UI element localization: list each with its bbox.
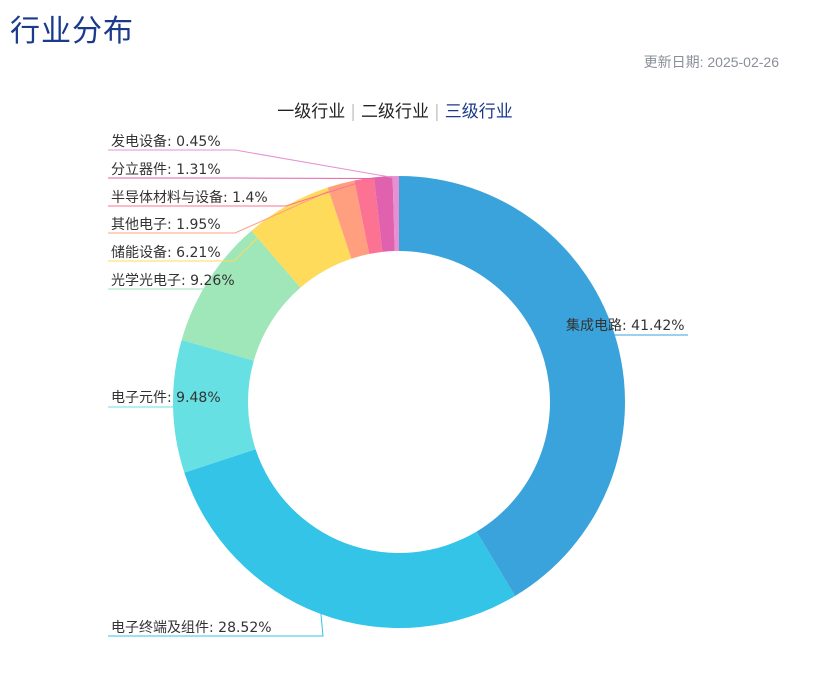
donut-slice[interactable]: [354, 177, 383, 254]
page-title: 行业分布: [10, 14, 134, 49]
slice-label: 集成电路: 41.42%: [566, 317, 685, 334]
tab-separator: |: [434, 102, 440, 122]
tab-level-1[interactable]: 一级行业: [277, 102, 346, 122]
donut-slices: [172, 176, 625, 628]
leader-line: [108, 280, 249, 290]
leader-line: [108, 177, 384, 180]
donut-slice[interactable]: [399, 176, 625, 596]
slice-label: 电子元件: 9.48%: [111, 390, 221, 406]
slice-label: 其他电子: 1.95%: [111, 217, 221, 233]
update-date: 更新日期: 2025-02-26: [643, 54, 779, 70]
donut-slice[interactable]: [374, 176, 395, 252]
leader-line: [108, 206, 289, 262]
tab-level-2[interactable]: 二级行业: [361, 102, 429, 122]
slice-label: 发电设备: 0.45%: [111, 133, 221, 150]
slice-label: 光学光电子: 9.26%: [111, 273, 235, 289]
industry-level-tabs: 一级行业 | 二级行业 | 三级行业: [0, 97, 790, 122]
slice-label: 半导体材料与设备: 1.4%: [111, 189, 268, 206]
slice-label: 电子终端及组件: 28.52%: [111, 620, 272, 636]
leader-line: [108, 149, 396, 179]
donut-slice[interactable]: [392, 176, 399, 252]
leader-line: [108, 185, 342, 234]
donut-slice[interactable]: [251, 187, 352, 288]
label-leader-lines: [108, 149, 688, 637]
donut-slice[interactable]: [327, 180, 370, 259]
slice-label: 分立器件: 1.31%: [111, 162, 221, 178]
slice-label: 储能设备: 6.21%: [111, 244, 221, 261]
tab-separator: |: [350, 102, 356, 122]
leader-line: [562, 334, 688, 343]
donut-slice[interactable]: [184, 449, 516, 628]
leader-line: [108, 611, 324, 637]
donut-slice[interactable]: [181, 230, 301, 361]
tab-level-3[interactable]: 三级行业: [444, 102, 513, 122]
slice-labels: 集成电路: 41.42% 电子终端及组件: 28.52% 电子元件: 9.48% 光学…: [111, 133, 685, 636]
leader-line: [108, 180, 365, 207]
